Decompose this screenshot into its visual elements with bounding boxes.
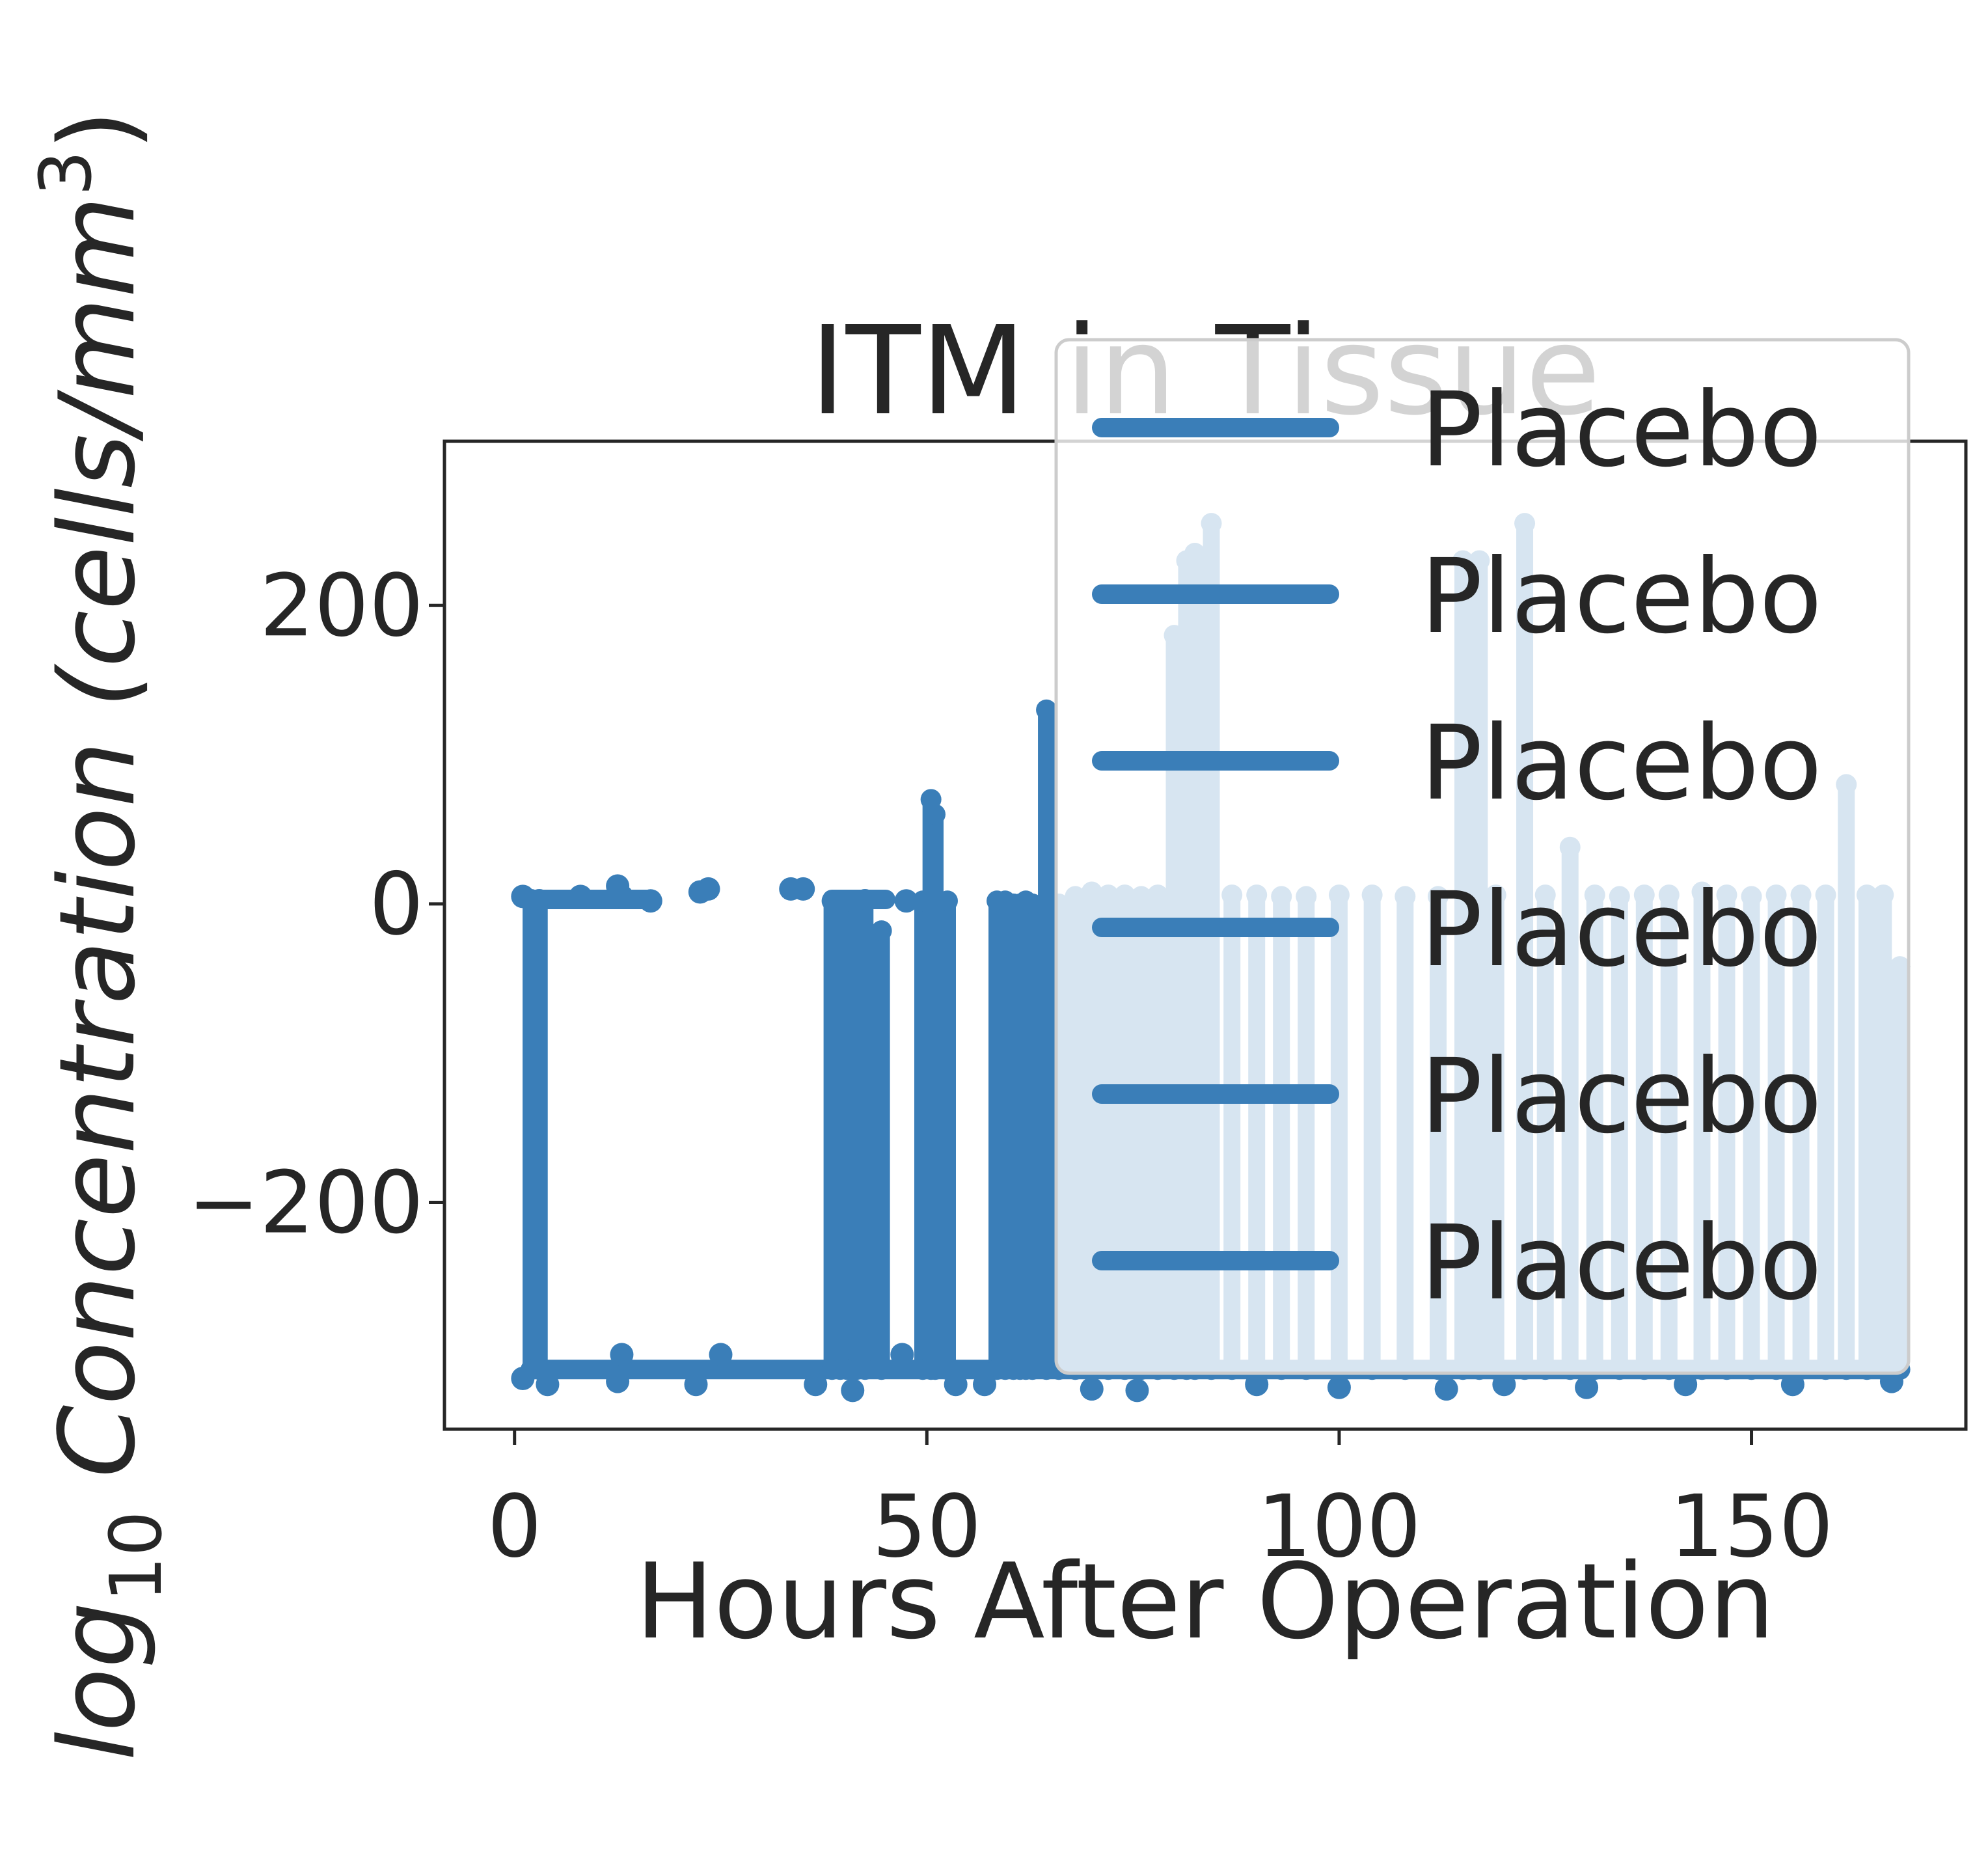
series-point bbox=[841, 1378, 865, 1403]
series-point bbox=[936, 890, 958, 912]
series-point bbox=[1036, 699, 1057, 720]
series-point bbox=[1327, 1375, 1351, 1399]
series-point bbox=[638, 889, 662, 913]
x-axis: 0 50 100 150 bbox=[487, 1429, 1834, 1577]
series-point bbox=[1434, 1377, 1458, 1401]
x-tick-label: 150 bbox=[1670, 1477, 1834, 1577]
y-axis-label: log10 Concentration (cells/mm3) bbox=[24, 110, 178, 1761]
y-axis-label-superscript: 3 bbox=[24, 150, 107, 196]
series-point bbox=[944, 1373, 968, 1397]
series-point bbox=[871, 1359, 892, 1380]
series-point bbox=[511, 1367, 535, 1391]
series-point bbox=[696, 877, 720, 901]
series-point bbox=[804, 1373, 828, 1397]
series-point bbox=[871, 920, 892, 942]
x-tick-label: 0 bbox=[487, 1477, 542, 1577]
legend-label: Placebo bbox=[1421, 537, 1822, 657]
series-point bbox=[854, 888, 876, 910]
legend-entries: Placebo Placebo Placebo Placebo Placebo Place… bbox=[1092, 370, 1822, 1323]
legend-label: Placebo bbox=[1421, 1203, 1822, 1323]
series-point bbox=[791, 877, 815, 901]
series-point bbox=[1125, 1378, 1149, 1403]
series-point bbox=[536, 1373, 560, 1397]
y-axis-label-close: ) bbox=[36, 110, 158, 150]
series-point bbox=[511, 884, 535, 909]
series-point bbox=[569, 884, 593, 909]
series-point bbox=[1575, 1375, 1599, 1399]
y-axis-label-subscript: 10 bbox=[94, 1511, 178, 1602]
series-point bbox=[1245, 1373, 1269, 1397]
series-point bbox=[606, 1369, 630, 1393]
y-tick-label: 0 bbox=[369, 855, 424, 955]
legend-label: Placebo bbox=[1421, 870, 1822, 990]
series-point bbox=[1492, 1373, 1516, 1397]
y-axis-label-main: Concentration (cells/mm bbox=[36, 196, 158, 1511]
y-tick-label: 200 bbox=[260, 556, 424, 656]
legend: Placebo Placebo Placebo Placebo Placebo Place… bbox=[1054, 338, 1911, 1375]
y-axis-label-log: log bbox=[36, 1602, 158, 1760]
series-point bbox=[1022, 893, 1043, 914]
series-point bbox=[610, 1343, 634, 1367]
series-point bbox=[1674, 1373, 1698, 1397]
x-tick-label: 100 bbox=[1257, 1477, 1421, 1577]
x-axis-label: Hours After Operation bbox=[636, 1540, 1775, 1662]
series-point bbox=[1080, 1377, 1104, 1401]
legend-label: Placebo bbox=[1421, 370, 1822, 490]
series-point bbox=[709, 1343, 733, 1367]
series-point bbox=[1780, 1373, 1804, 1397]
y-axis: −200 0 200 bbox=[187, 556, 444, 1253]
series-point bbox=[973, 1373, 997, 1397]
y-tick-label: −200 bbox=[187, 1153, 424, 1253]
series-point bbox=[854, 1359, 876, 1380]
series-point bbox=[1879, 1369, 1903, 1393]
series-point bbox=[924, 804, 946, 825]
legend-label: Placebo bbox=[1421, 1037, 1822, 1157]
x-tick-label: 50 bbox=[872, 1477, 981, 1577]
series-point bbox=[890, 1343, 914, 1367]
legend-label: Placebo bbox=[1421, 704, 1822, 823]
series-point bbox=[684, 1373, 708, 1397]
series-point bbox=[610, 884, 634, 909]
series-point bbox=[894, 889, 918, 913]
